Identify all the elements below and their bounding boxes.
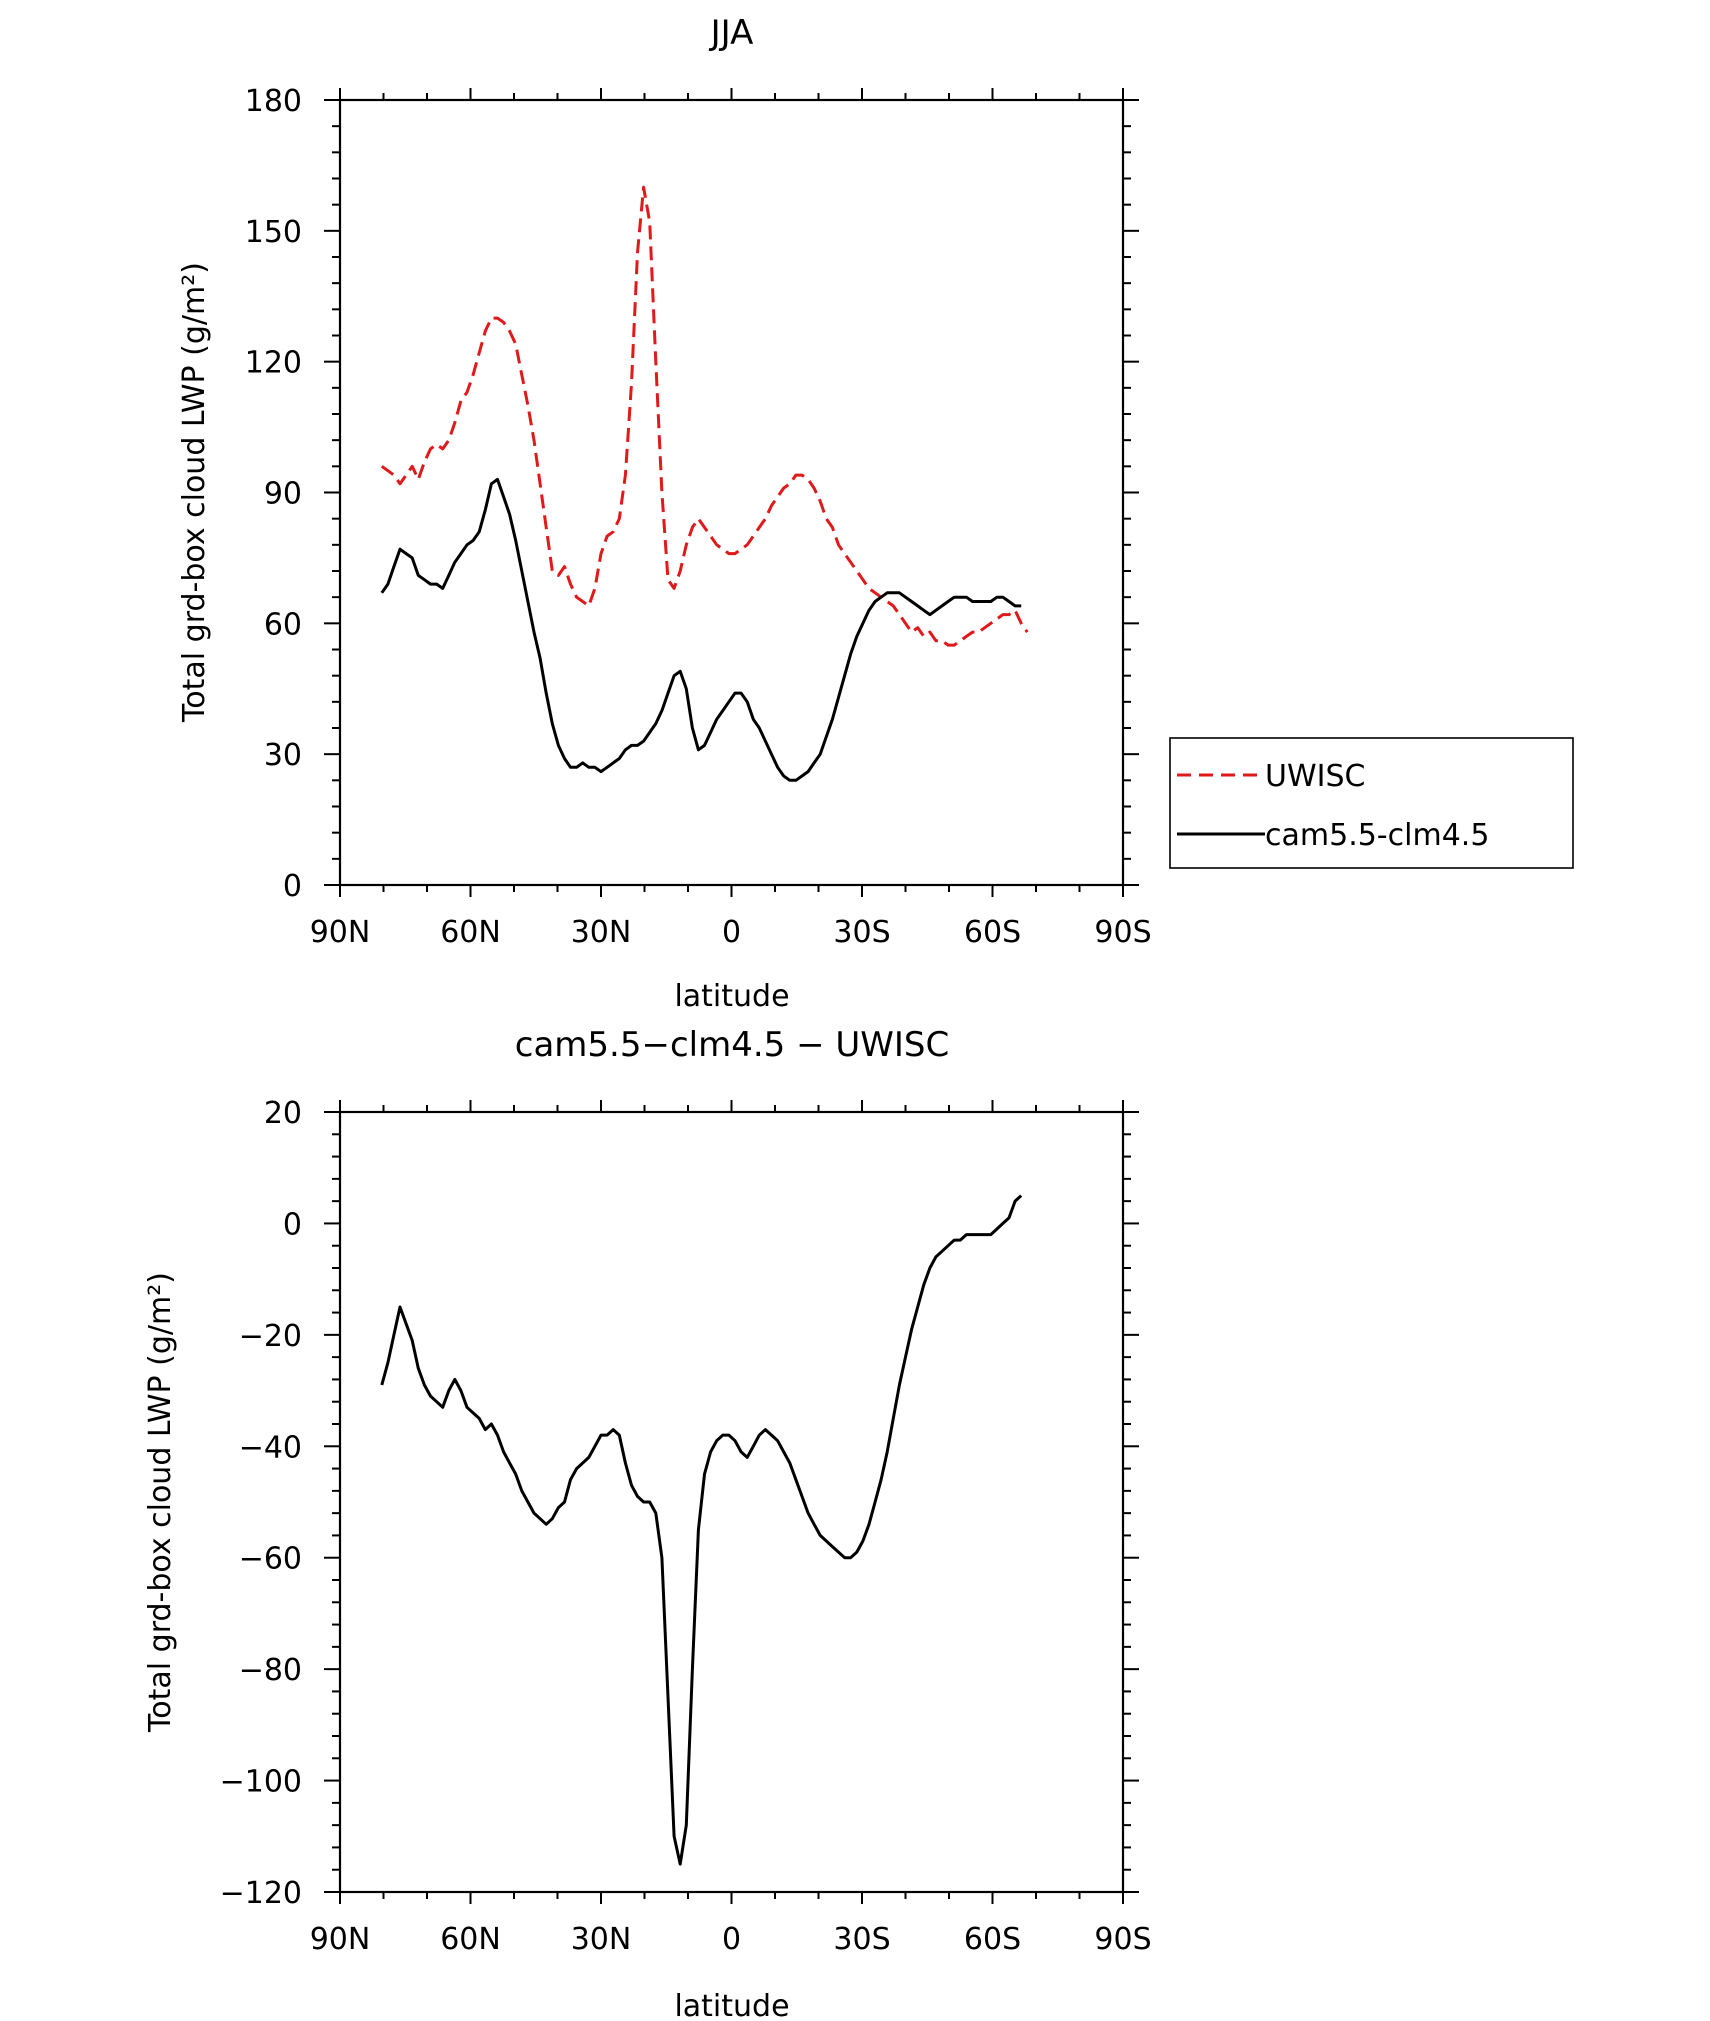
y-tick-label: 180 <box>245 84 302 119</box>
x-tick-label: 0 <box>722 1922 741 1957</box>
y-tick-label: −60 <box>239 1542 302 1577</box>
y-tick-label: 90 <box>264 477 302 512</box>
chart-title-bottom: cam5.5−clm4.5 − UWISC <box>515 1025 950 1065</box>
y-tick-label: −20 <box>239 1319 302 1354</box>
axis-ticks-bottom: 90N 60N 30N 0 30S 60S 90S −120 −100 −80 −60 −40 −20 0… <box>220 1096 1152 1957</box>
x-tick-label: 30S <box>833 915 890 950</box>
legend-label-uwisc: UWISC <box>1265 759 1365 794</box>
x-tick-label: 90S <box>1094 1922 1151 1957</box>
plot-frame-bottom <box>338 1110 1125 1894</box>
y-tick-label: −40 <box>239 1430 302 1465</box>
y-tick-label: −120 <box>220 1876 302 1911</box>
legend: UWISC cam5.5-clm4.5 <box>1169 737 1574 869</box>
x-axis-label-top: latitude <box>674 979 789 1014</box>
y-tick-label: 60 <box>264 607 302 642</box>
y-tick-label: 30 <box>264 738 302 773</box>
y-tick-label: 0 <box>283 869 302 904</box>
x-axis-label-bottom: latitude <box>674 1989 789 2021</box>
x-tick-label: 60N <box>440 915 501 950</box>
axis-ticks-top: 90N 60N 30N 0 30S 60S 90S 0 30 60 90 120 150 180 <box>245 84 1152 950</box>
x-tick-label: 30N <box>571 915 632 950</box>
y-axis-label-top: Total grd-box cloud LWP (g/m²) <box>177 262 212 723</box>
x-tick-label: 30S <box>833 1922 890 1957</box>
chart-panel-top: JJA 90N 60N 30N 0 30S 60S 90S0306090120150180 … <box>177 13 1574 1014</box>
x-tick-label: 60S <box>964 915 1021 950</box>
x-tick-label: 60N <box>440 1922 501 1957</box>
plot-frame-top <box>338 98 1125 887</box>
chart-title-top: JJA <box>709 13 754 53</box>
x-tick-label: 90N <box>310 915 371 950</box>
y-tick-label: 20 <box>264 1096 302 1131</box>
series-line-cam5-5-clm4-5 <box>380 477 1022 782</box>
y-tick-label: −80 <box>239 1653 302 1688</box>
series-lines-bottom <box>380 1194 1023 1866</box>
y-tick-label: 120 <box>245 346 302 381</box>
y-tick-label: 150 <box>245 215 302 250</box>
x-tick-label: 60S <box>964 1922 1021 1957</box>
x-tick-label: 30N <box>571 1922 632 1957</box>
x-tick-label: 0 <box>722 915 741 950</box>
series-line-uwisc <box>380 185 1029 647</box>
x-tick-label: 90N <box>310 1922 371 1957</box>
series-lines-top <box>380 185 1029 782</box>
chart-panel-bottom: cam5.5−clm4.5 − UWISC 90N 60N 30N 0 30S 60S 90… <box>143 1025 1152 2021</box>
y-tick-label: −100 <box>220 1765 302 1800</box>
y-axis-label-bottom: Total grd-box cloud LWP (g/m²) <box>143 1272 178 1733</box>
series-line-cam5-5-clm4-5-uwisc <box>380 1194 1023 1866</box>
legend-box <box>1169 737 1574 869</box>
legend-label-cam: cam5.5-clm4.5 <box>1265 818 1489 853</box>
x-tick-label: 90S <box>1094 915 1151 950</box>
y-tick-label: 0 <box>283 1207 302 1242</box>
